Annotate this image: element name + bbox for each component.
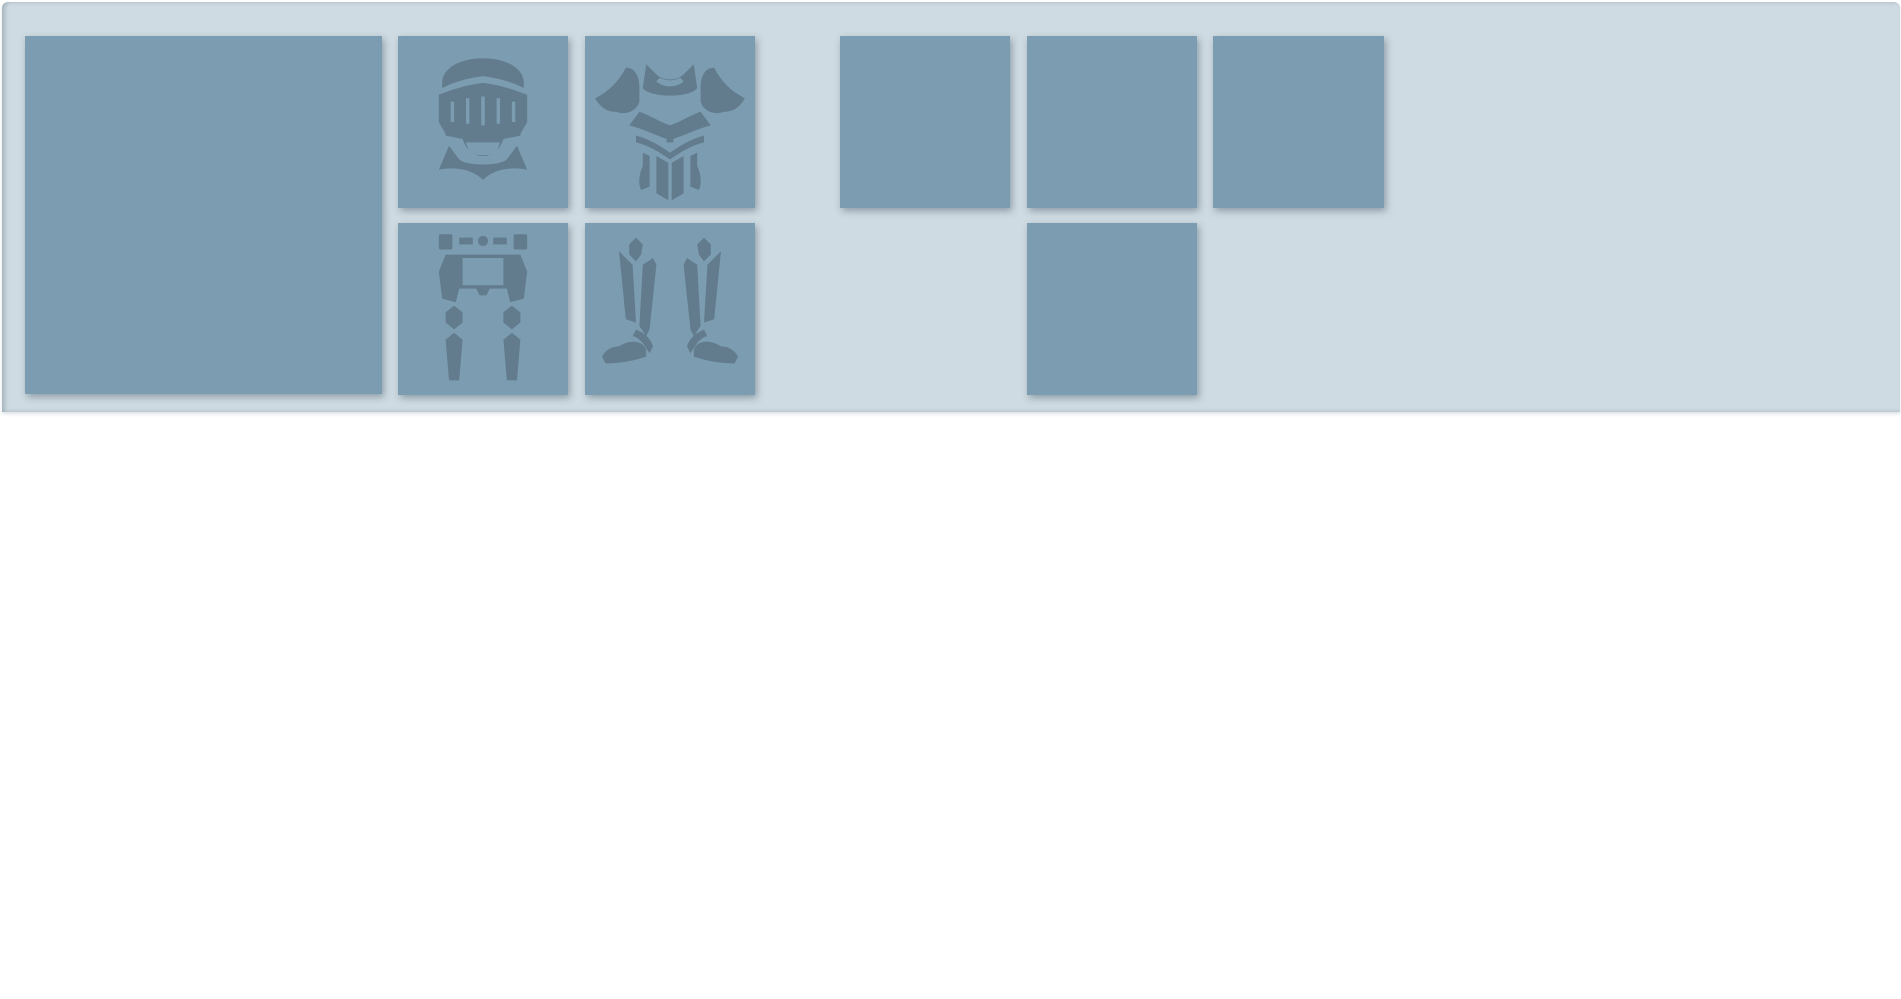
leg-armor-slot[interactable] bbox=[398, 223, 568, 395]
accessory-slot-4[interactable] bbox=[1027, 223, 1197, 395]
helmet-slot[interactable] bbox=[398, 36, 568, 208]
greaves-slot[interactable] bbox=[585, 223, 755, 395]
leg-armor-icon bbox=[438, 234, 528, 381]
chest-armor-slot[interactable] bbox=[585, 36, 755, 208]
accessory-slot-3[interactable] bbox=[1213, 36, 1384, 208]
chest-armor-icon bbox=[595, 64, 745, 201]
accessory-slot-1[interactable] bbox=[840, 36, 1010, 208]
greaves-boots-icon bbox=[602, 237, 738, 364]
character-portrait-slot[interactable] bbox=[25, 36, 382, 394]
knight-helmet-icon bbox=[438, 58, 528, 180]
accessory-slot-2[interactable] bbox=[1027, 36, 1197, 208]
equipment-panel bbox=[2, 2, 1900, 412]
